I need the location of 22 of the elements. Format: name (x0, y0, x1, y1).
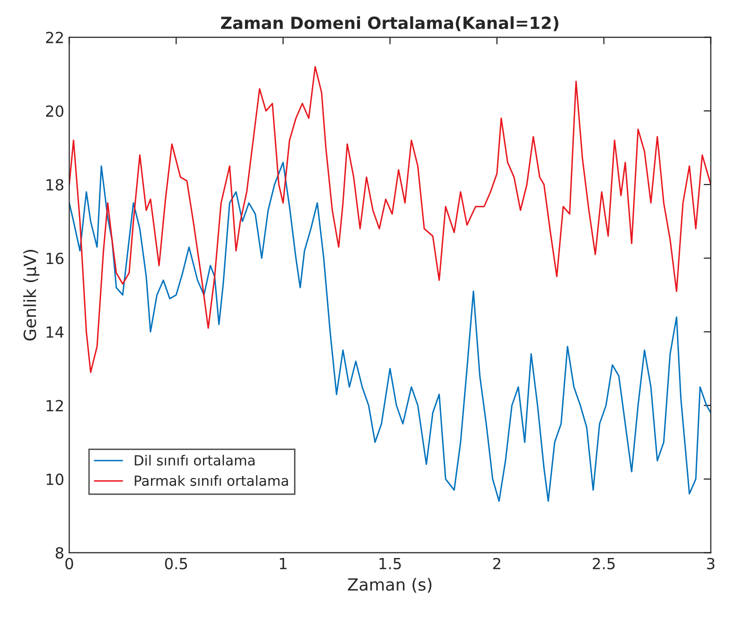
x-tick-label: 3 (707, 558, 714, 570)
x-tick-label: 2.5 (592, 558, 615, 570)
y-tick-label: 8 (56, 547, 64, 559)
x-axis-title: Zaman (s) (348, 578, 432, 593)
y-tick-label: 22 (46, 32, 63, 44)
x-tick-label: 1.5 (380, 558, 401, 570)
line-series (69, 66, 711, 373)
line-series (69, 162, 711, 502)
legend-label: Parmak sınıfı ortalama (134, 475, 288, 486)
y-tick-label: 14 (46, 326, 64, 338)
chart-title: Zaman Domeni Ortalama(Kanal=12) (221, 16, 558, 32)
legend-label: Dil sınıfı ortalama (134, 454, 255, 466)
y-tick-label: 16 (46, 252, 64, 264)
y-tick-label: 18 (46, 178, 64, 191)
x-tick-label: 0.5 (165, 558, 187, 570)
y-tick-label: 12 (46, 400, 63, 412)
x-tick-label: 1 (280, 558, 287, 570)
y-tick-label: 10 (46, 474, 64, 486)
y-tick-label: 20 (46, 105, 64, 117)
y-axis-title: Genlik (µV) (23, 250, 40, 341)
x-tick-label: 0 (65, 558, 74, 570)
x-tick-label: 2 (493, 558, 500, 570)
